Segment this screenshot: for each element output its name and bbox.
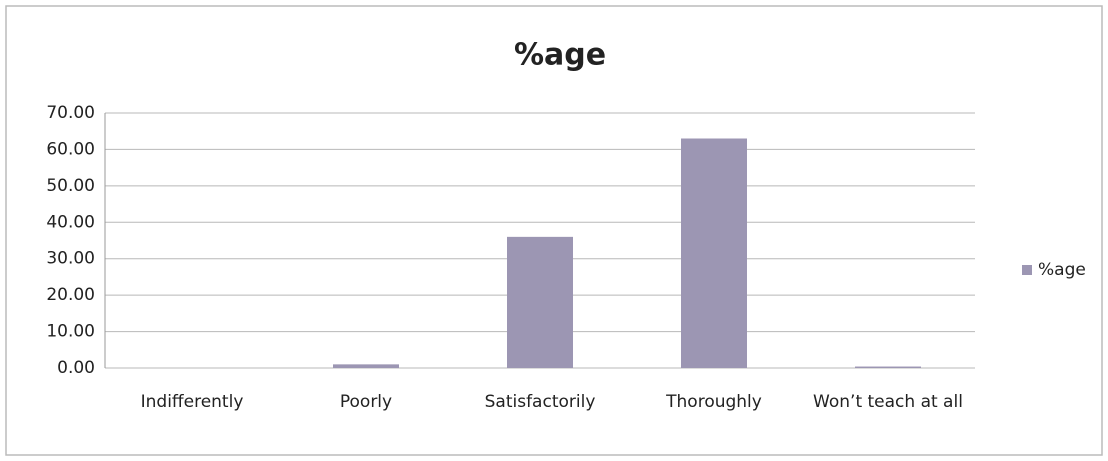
y-tick-label: 30.00 xyxy=(46,249,95,269)
bar xyxy=(855,366,921,368)
bar xyxy=(333,364,399,368)
y-tick-label: 0.00 xyxy=(57,358,95,378)
legend-swatch xyxy=(1022,265,1032,275)
y-tick-label: 40.00 xyxy=(46,212,95,232)
x-tick-label: Indifferently xyxy=(140,392,244,412)
y-tick-label: 20.00 xyxy=(46,285,95,305)
chart-title: %age xyxy=(514,38,606,73)
bar xyxy=(507,236,573,368)
x-tick-label: Thoroughly xyxy=(666,392,762,412)
bar xyxy=(681,138,747,368)
chart-border xyxy=(5,5,1103,456)
x-tick-label: Satisfactorily xyxy=(484,392,596,412)
y-tick-label: 60.00 xyxy=(46,139,95,159)
y-tick-label: 70.00 xyxy=(46,103,95,123)
legend-label: %age xyxy=(1038,260,1086,280)
y-tick-label: 10.00 xyxy=(46,322,95,342)
x-tick-label: Poorly xyxy=(339,392,393,412)
x-tick-label: Won’t teach at all xyxy=(813,392,963,412)
y-tick-label: 50.00 xyxy=(46,176,95,196)
